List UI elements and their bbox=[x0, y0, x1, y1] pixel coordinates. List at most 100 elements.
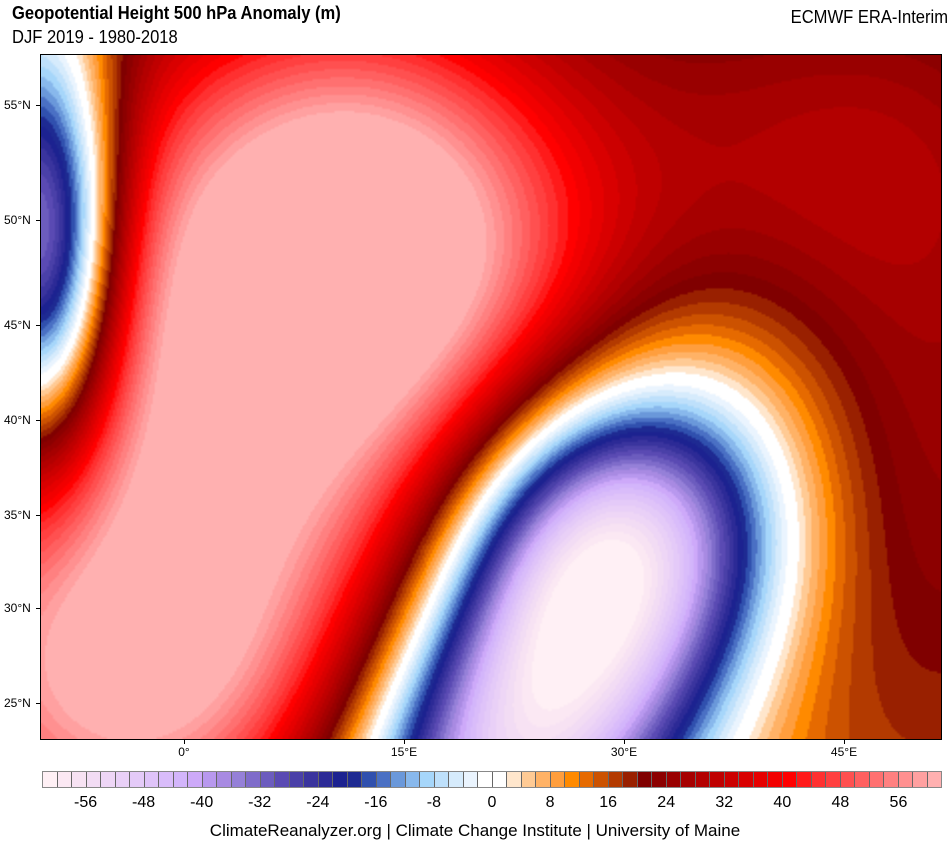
colorbar-label: 16 bbox=[599, 794, 618, 811]
chart-subtitle: DJF 2019 - 1980-2018 bbox=[12, 27, 178, 47]
colorbar-label: 24 bbox=[657, 794, 676, 811]
lat-label: 55°N bbox=[4, 98, 31, 112]
lat-label: 45°N bbox=[4, 318, 31, 332]
colorbar-swatch bbox=[115, 772, 130, 787]
colorbar-swatch bbox=[550, 772, 565, 787]
colorbar-swatch bbox=[260, 772, 275, 787]
colorbar-swatch bbox=[275, 772, 290, 787]
colorbar-swatch bbox=[710, 772, 725, 787]
lat-tick bbox=[36, 420, 40, 421]
colorbar-swatch bbox=[637, 772, 652, 787]
chart-title: Geopotential Height 500 hPa Anomaly (m) bbox=[12, 3, 341, 23]
colorbar-label: -48 bbox=[132, 794, 156, 811]
colorbar-swatch bbox=[57, 772, 72, 787]
colorbar-label: -32 bbox=[248, 794, 272, 811]
colorbar-swatch bbox=[188, 772, 203, 787]
colorbar-swatch bbox=[217, 772, 232, 787]
lat-tick bbox=[36, 608, 40, 609]
anomaly-field bbox=[41, 55, 941, 739]
colorbar-swatch bbox=[478, 772, 493, 787]
colorbar-swatch bbox=[246, 772, 261, 787]
colorbar-label: -56 bbox=[73, 794, 98, 811]
lon-label: 30°E bbox=[610, 745, 638, 759]
colorbar-swatch bbox=[840, 772, 855, 787]
colorbar-swatch bbox=[492, 772, 507, 787]
lat-label: 50°N bbox=[4, 213, 31, 227]
colorbar-swatch bbox=[623, 772, 638, 787]
colorbar-swatch bbox=[565, 772, 580, 787]
colorbar-swatch bbox=[927, 772, 941, 787]
colorbar-swatch bbox=[362, 772, 377, 787]
colorbar-swatch bbox=[753, 772, 768, 787]
anomaly-map bbox=[40, 54, 942, 740]
colorbar-swatch bbox=[681, 772, 696, 787]
colorbar-label: 32 bbox=[715, 794, 734, 811]
lat-tick bbox=[36, 220, 40, 221]
lon-label: 15°E bbox=[390, 745, 418, 759]
colorbar-swatch bbox=[913, 772, 928, 787]
lat-label: 35°N bbox=[4, 508, 31, 522]
colorbar-label: -16 bbox=[364, 794, 388, 811]
lat-tick bbox=[36, 325, 40, 326]
credit-line: ClimateReanalyzer.org | Climate Change I… bbox=[209, 821, 741, 840]
lat-label: 30°N bbox=[4, 601, 31, 615]
lat-label: 25°N bbox=[4, 696, 31, 710]
colorbar-swatch bbox=[405, 772, 420, 787]
colorbar-swatch bbox=[884, 772, 899, 787]
colorbar-swatch bbox=[376, 772, 391, 787]
colorbar-swatch bbox=[855, 772, 870, 787]
colorbar-swatch bbox=[666, 772, 681, 787]
colorbar-swatch bbox=[449, 772, 464, 787]
colorbar-label: -24 bbox=[306, 794, 330, 811]
lon-tick bbox=[404, 740, 405, 744]
colorbar-swatch bbox=[695, 772, 710, 787]
colorbar-swatch bbox=[144, 772, 159, 787]
lon-tick bbox=[844, 740, 845, 744]
colorbar-swatch bbox=[521, 772, 536, 787]
colorbar-swatch bbox=[652, 772, 667, 787]
lon-tick bbox=[624, 740, 625, 744]
colorbar-swatch bbox=[304, 772, 319, 787]
colorbar-swatch bbox=[608, 772, 623, 787]
lat-tick bbox=[36, 703, 40, 704]
colorbar bbox=[42, 771, 942, 788]
colorbar-swatch bbox=[101, 772, 116, 787]
colorbar-label: 48 bbox=[831, 794, 850, 811]
colorbar-swatch bbox=[43, 772, 58, 787]
colorbar-label: -40 bbox=[190, 794, 214, 811]
lon-label: 0° bbox=[178, 745, 190, 759]
colorbar-swatch bbox=[391, 772, 406, 787]
colorbar-swatch bbox=[318, 772, 333, 787]
lat-tick bbox=[36, 515, 40, 516]
colorbar-swatch bbox=[724, 772, 739, 787]
colorbar-swatch bbox=[72, 772, 87, 787]
colorbar-swatch bbox=[463, 772, 478, 787]
lon-tick bbox=[184, 740, 185, 744]
colorbar-label: 56 bbox=[889, 794, 908, 811]
colorbar-swatch bbox=[797, 772, 812, 787]
lat-label: 40°N bbox=[4, 413, 31, 427]
colorbar-swatch bbox=[434, 772, 449, 787]
colorbar-swatch bbox=[231, 772, 246, 787]
lat-tick bbox=[36, 105, 40, 106]
colorbar-swatch bbox=[86, 772, 101, 787]
colorbar-label: -8 bbox=[426, 794, 442, 811]
colorbar-swatch bbox=[739, 772, 754, 787]
colorbar-swatch bbox=[420, 772, 435, 787]
colorbar-swatch bbox=[289, 772, 304, 787]
colorbar-swatch bbox=[869, 772, 884, 787]
colorbar-swatch bbox=[202, 772, 217, 787]
colorbar-swatch bbox=[898, 772, 913, 787]
colorbar-swatch bbox=[768, 772, 783, 787]
colorbar-swatch bbox=[782, 772, 797, 787]
colorbar-label: 0 bbox=[487, 794, 497, 811]
colorbar-swatch bbox=[594, 772, 609, 787]
colorbar-swatch bbox=[130, 772, 145, 787]
colorbar-swatch bbox=[333, 772, 348, 787]
colorbar-swatch bbox=[507, 772, 522, 787]
colorbar-label: 8 bbox=[545, 794, 555, 811]
colorbar-swatch bbox=[347, 772, 362, 787]
colorbar-swatch bbox=[159, 772, 174, 787]
colorbar-swatch bbox=[579, 772, 594, 787]
colorbar-label: 40 bbox=[773, 794, 792, 811]
